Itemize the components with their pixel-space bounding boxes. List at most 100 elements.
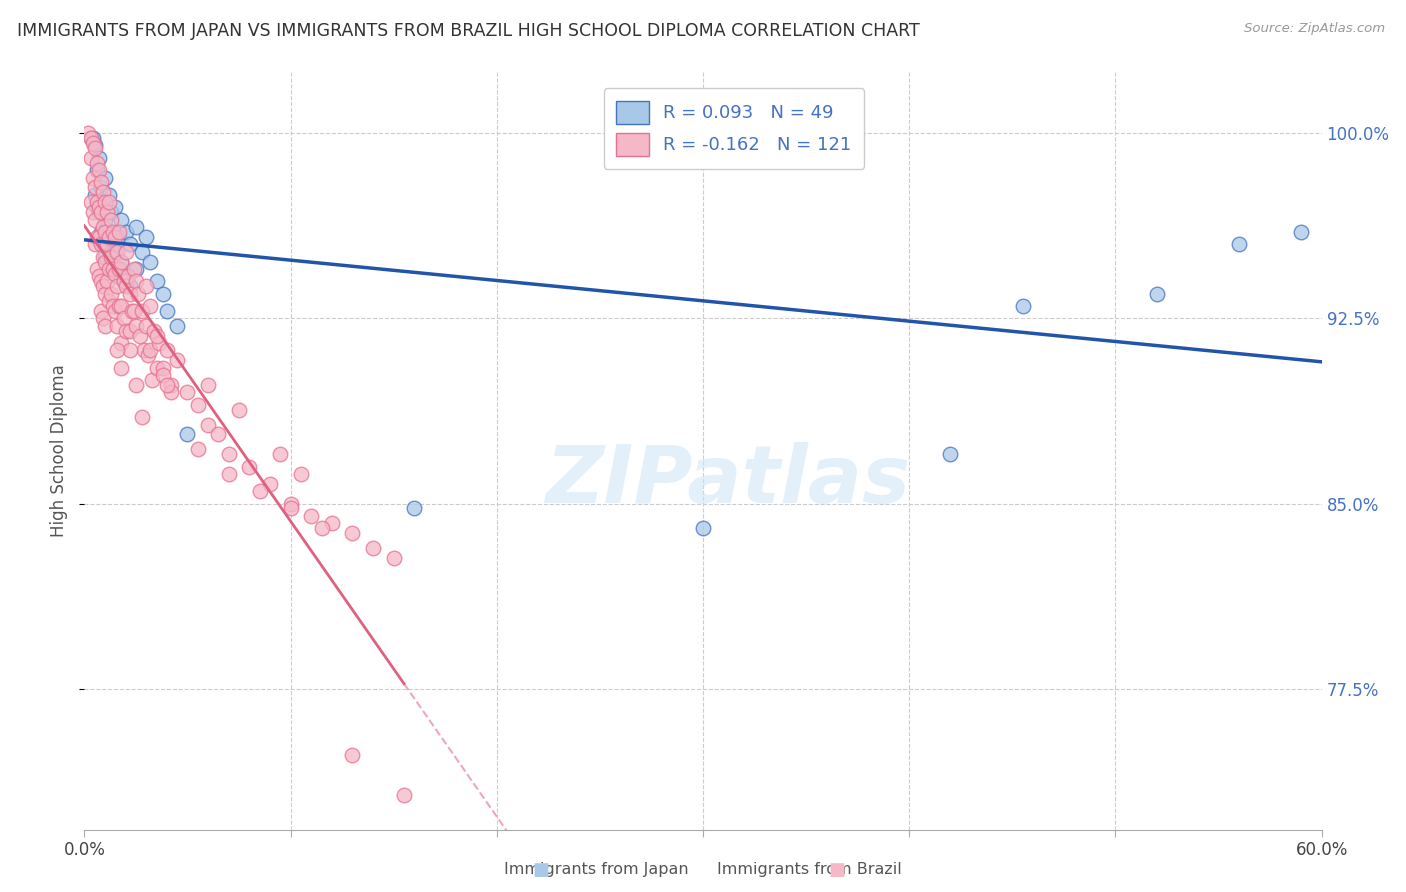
Point <box>82 136 104 150</box>
Point <box>122 261 145 276</box>
Point <box>118 286 141 301</box>
Point <box>135 230 157 244</box>
Point <box>112 274 135 288</box>
Point <box>122 304 145 318</box>
Point <box>98 293 121 308</box>
Point <box>134 343 156 358</box>
Point <box>104 200 127 214</box>
Point <box>156 378 179 392</box>
Point <box>382 550 405 565</box>
Point <box>108 299 131 313</box>
Point <box>187 442 209 457</box>
Point <box>197 378 219 392</box>
Point <box>94 212 117 227</box>
Point <box>103 261 125 276</box>
Point <box>105 269 128 284</box>
Text: ZIPatlas: ZIPatlas <box>546 442 910 520</box>
Point <box>94 250 117 264</box>
Point <box>156 304 179 318</box>
Point <box>125 378 148 392</box>
Point <box>361 541 384 555</box>
Point <box>392 788 415 802</box>
Point <box>110 254 132 268</box>
Point <box>96 230 118 244</box>
Point <box>100 244 122 259</box>
Point <box>96 274 118 288</box>
Point <box>152 360 174 375</box>
Point <box>152 368 174 383</box>
Point <box>100 205 122 219</box>
Point <box>86 230 108 244</box>
Point <box>280 501 302 516</box>
Point <box>131 304 153 318</box>
Point <box>404 501 426 516</box>
Point <box>87 230 110 244</box>
Point <box>321 516 343 531</box>
Point <box>125 274 148 288</box>
Text: ■: ■ <box>828 861 845 879</box>
Point <box>110 299 132 313</box>
Point <box>141 373 163 387</box>
Point <box>692 521 714 535</box>
Point <box>104 230 127 244</box>
Point <box>90 180 112 194</box>
Point <box>86 200 108 214</box>
Point <box>100 212 122 227</box>
Point <box>114 244 136 259</box>
Point <box>77 126 100 140</box>
Point <box>160 378 183 392</box>
Point <box>145 274 167 288</box>
Point <box>86 261 108 276</box>
Point <box>114 269 136 284</box>
Point <box>87 151 110 165</box>
Point <box>135 318 157 333</box>
Point <box>176 385 198 400</box>
Point <box>91 186 114 200</box>
Point <box>79 195 101 210</box>
Point <box>108 225 131 239</box>
Point <box>91 311 114 326</box>
Point <box>87 163 110 178</box>
Point <box>152 286 174 301</box>
Point <box>187 398 209 412</box>
Point <box>87 200 110 214</box>
Point <box>105 343 128 358</box>
Point <box>110 360 132 375</box>
Y-axis label: High School Diploma: High School Diploma <box>51 364 69 537</box>
Point <box>118 279 141 293</box>
Point <box>117 269 139 284</box>
Point <box>94 286 117 301</box>
Point <box>125 219 148 234</box>
Text: Immigrants from Japan: Immigrants from Japan <box>505 863 689 877</box>
Point <box>110 212 132 227</box>
Point <box>136 348 159 362</box>
Point <box>94 254 117 268</box>
Point <box>86 155 108 169</box>
Point <box>90 237 112 252</box>
Point <box>160 385 183 400</box>
Point <box>143 324 166 338</box>
Point <box>79 131 101 145</box>
Point <box>197 417 219 432</box>
Point <box>79 151 101 165</box>
Point <box>108 230 131 244</box>
Point <box>91 250 114 264</box>
Point <box>90 176 112 190</box>
Point <box>94 318 117 333</box>
Point <box>110 254 132 268</box>
Point <box>98 225 121 239</box>
Point <box>91 279 114 293</box>
Point <box>342 748 364 763</box>
Point <box>83 237 105 252</box>
Point <box>103 225 125 239</box>
Point <box>98 187 121 202</box>
Point <box>82 131 104 145</box>
Point <box>90 205 112 219</box>
Point <box>156 343 179 358</box>
Point <box>139 343 162 358</box>
Point <box>91 219 114 234</box>
Point <box>79 131 101 145</box>
Point <box>112 274 135 288</box>
Point <box>83 187 105 202</box>
Point <box>103 299 125 313</box>
